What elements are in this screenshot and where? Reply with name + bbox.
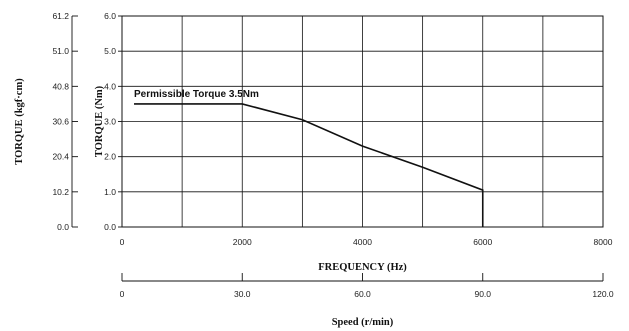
- x-tick-label: 2000: [233, 237, 252, 247]
- speed-tick-label: 120.0: [592, 289, 614, 299]
- y-tick-label-nm: 6.0: [104, 11, 116, 21]
- y-tick-label-kgf: 51.0: [52, 46, 69, 56]
- y-tick-label-nm: 3.0: [104, 117, 116, 127]
- x-tick-label: 4000: [353, 237, 372, 247]
- y-tick-label-kgf: 0.0: [57, 222, 69, 232]
- permissible-torque-label: Permissible Torque 3.5Nm: [134, 89, 259, 100]
- y-tick-label-kgf: 40.8: [52, 81, 69, 91]
- speed-axis-title: Speed (r/min): [332, 317, 394, 328]
- y-tick-label-nm: 0.0: [104, 222, 116, 232]
- y-tick-label-kgf: 30.6: [52, 117, 69, 127]
- y-tick-label-kgf: 61.2: [52, 11, 69, 21]
- x-tick-label: 8000: [594, 237, 613, 247]
- y-tick-label-nm: 4.0: [104, 81, 116, 91]
- y-tick-label-kgf: 10.2: [52, 187, 69, 197]
- y-tick-label-nm: 1.0: [104, 187, 116, 197]
- x-axis-title: FREQUENCY (Hz): [318, 262, 407, 273]
- y-tick-label-nm: 2.0: [104, 152, 116, 162]
- torque-curve: [134, 103, 484, 227]
- y-tick-label-kgf: 20.4: [52, 152, 69, 162]
- axis-ticks: 0.0 1.0 2.0 3.0 4.0 5.0 6.0 0.0 10.2 20.4 30.6 40.8…: [52, 11, 613, 299]
- x-tick-label: 6000: [473, 237, 492, 247]
- grid: [122, 16, 603, 227]
- speed-tick-label: 30.0: [234, 289, 251, 299]
- y-axis-secondary-title: TORQUE (kgf·cm): [14, 78, 25, 165]
- speed-tick-label: 90.0: [474, 289, 491, 299]
- speed-tick-label: 0: [120, 289, 125, 299]
- y-axis-title: TORQUE (Nm): [94, 85, 105, 157]
- speed-tick-label: 60.0: [354, 289, 371, 299]
- x-tick-label: 0: [120, 237, 125, 247]
- y-tick-label-nm: 5.0: [104, 46, 116, 56]
